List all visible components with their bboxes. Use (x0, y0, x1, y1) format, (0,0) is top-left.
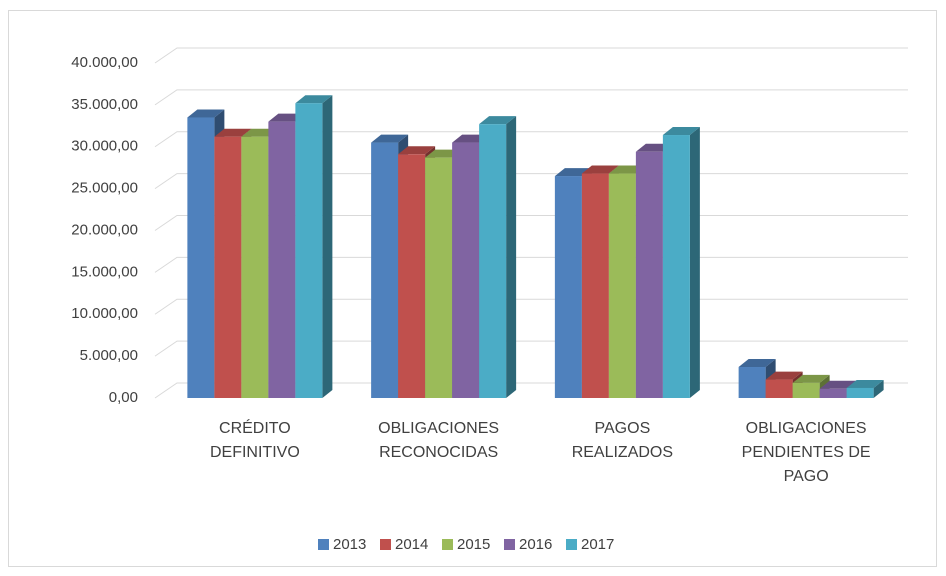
y-tick-label: 10.000,00 (71, 305, 138, 322)
bar-side (506, 116, 517, 398)
bar-front (765, 379, 793, 398)
legend-label: 2015 (457, 536, 490, 553)
y-tick-label: 35.000,00 (71, 96, 138, 113)
legend-label: 2014 (395, 536, 428, 553)
x-tick-label: PAGOS REALIZADOS (571, 420, 674, 461)
y-tick-label: 15.000,00 (71, 263, 138, 280)
bar-front (554, 176, 582, 398)
bar (846, 379, 884, 398)
bar-front (268, 121, 296, 398)
bar-front (452, 142, 480, 398)
bar-side (689, 127, 700, 399)
grid-line (154, 47, 908, 64)
bar (662, 127, 700, 399)
legend-swatch (380, 539, 391, 550)
bar-top (846, 379, 884, 388)
bar-top (479, 116, 517, 125)
grid-line (154, 89, 908, 106)
bar-front (241, 136, 269, 398)
bar-front (398, 154, 426, 398)
bar-front (214, 136, 242, 398)
bar-top (371, 134, 409, 143)
y-tick-label: 25.000,00 (71, 180, 138, 197)
legend-swatch (318, 539, 329, 550)
bar-side (322, 95, 333, 398)
bar-top (187, 109, 225, 118)
bar-side (873, 379, 884, 398)
bar-top (662, 127, 700, 136)
x-tick-label: OBLIGACIONES PENDIENTES DE PAGO (741, 420, 871, 485)
y-tick-label: 30.000,00 (71, 138, 138, 155)
y-tick-label: 40.000,00 (71, 54, 138, 71)
x-tick-label: CRÉDITO DEFINITIVO (209, 420, 300, 461)
bar-front (479, 124, 507, 398)
bar-front (635, 151, 663, 398)
bar-front (187, 117, 215, 398)
legend-swatch (442, 539, 453, 550)
legend-label: 2017 (581, 536, 614, 553)
bar-front (425, 157, 453, 398)
y-tick-label: 0,00 (109, 389, 138, 406)
bar (479, 116, 517, 398)
y-tick-label: 5.000,00 (80, 347, 138, 364)
bar-front (738, 367, 766, 398)
bar-front (371, 142, 399, 398)
bar-top (792, 374, 830, 383)
bar-front (581, 173, 609, 398)
bar-top (738, 359, 776, 368)
bar-front (819, 388, 847, 398)
y-tick-label: 20.000,00 (71, 221, 138, 238)
bar-top (398, 146, 436, 155)
grid-line (154, 131, 908, 148)
bar-top (581, 165, 619, 174)
bar-top (214, 128, 252, 137)
bar-front (608, 173, 636, 398)
bar-front (295, 103, 323, 398)
legend-label: 2016 (519, 536, 552, 553)
bar-top (819, 380, 857, 389)
bar-front (846, 387, 874, 398)
legend-swatch (566, 539, 577, 550)
bar (295, 95, 333, 398)
legend-label: 2013 (333, 536, 366, 553)
bar-front (792, 382, 820, 398)
bar-front (662, 135, 690, 398)
legend-swatch (504, 539, 515, 550)
bar-top (765, 371, 803, 380)
x-tick-label: OBLIGACIONES RECONOCIDAS (378, 420, 500, 461)
bar-top (295, 95, 333, 104)
